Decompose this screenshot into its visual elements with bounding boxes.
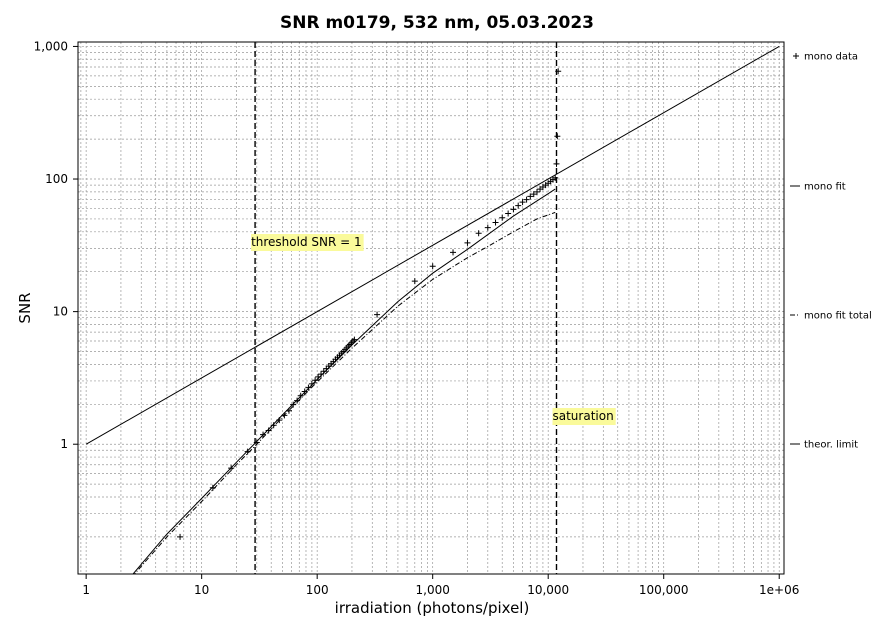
x-tick-label: 1e+06 [759,583,799,597]
mono-data-point [492,219,499,226]
legend: mono data mono fit mono fit total theor. li… [790,52,872,451]
mono-data-point [523,196,530,203]
mono-data-point [499,214,506,221]
legend-label: mono fit [804,182,846,193]
annotation-label: threshold SNR = 1 [251,235,362,249]
mono-data-point [475,230,482,237]
x-tick-label: 1 [82,583,90,597]
mono-data-point [429,263,436,270]
annotation-highlight [251,234,364,251]
mono-data-point [411,278,418,285]
mono-fit-line [132,188,556,574]
mono-data-point [510,206,517,213]
mono-data-point [554,133,561,140]
mono-data-point [351,336,358,343]
mono-fit-total-line [133,211,556,574]
mono-data-point [505,210,512,217]
annotation-layer: threshold SNR = 1 saturation [251,42,616,574]
x-tick-label: 1,000 [416,583,450,597]
mono-data-point [534,188,541,195]
theor-limit-line [85,45,780,445]
tick-labels: 1 10 100 1,000 10,000 100,000 1e+06 1 10 100 1,000 [34,39,800,597]
y-tick-label: 100 [45,172,68,186]
mono-data-point [270,422,277,429]
mono-data-point [464,239,471,246]
y-tick-label: 1,000 [34,39,68,53]
mono-data-point [301,388,308,395]
x-tick-label: 100 [306,583,329,597]
mono-data-point [552,174,559,181]
plot-frame [77,41,785,575]
legend-marker [793,53,799,59]
mono-data-point [515,202,522,209]
annotation-highlight [552,408,616,425]
y-tick-label: 10 [53,305,68,319]
y-tick-label: 1 [60,437,68,451]
mono-data-point [450,249,457,256]
mono-data-point [530,191,537,198]
y-axis-label: SNR [16,292,34,323]
mono-data-point [308,380,315,387]
grid [78,42,784,574]
series-layer [85,45,780,574]
mono-data-point [527,193,534,200]
mono-data-point [484,224,491,231]
legend-label: theor. limit [804,440,858,451]
mono-data-point [177,533,184,540]
legend-label: mono data [804,52,858,63]
x-axis-label: irradiation (photons/pixel) [335,599,530,617]
mono-data-point [349,338,356,345]
x-tick-label: 10,000 [527,583,569,597]
mono-data-point [519,199,526,206]
annotation-label: saturation [552,409,613,423]
legend-label: mono fit total [804,311,872,322]
chart-title: SNR m0179, 532 nm, 05.03.2023 [280,13,594,33]
mono-data-point [265,427,272,434]
mono-data-point [374,311,381,318]
x-tick-label: 10 [194,583,209,597]
x-tick-label: 100,000 [639,583,689,597]
